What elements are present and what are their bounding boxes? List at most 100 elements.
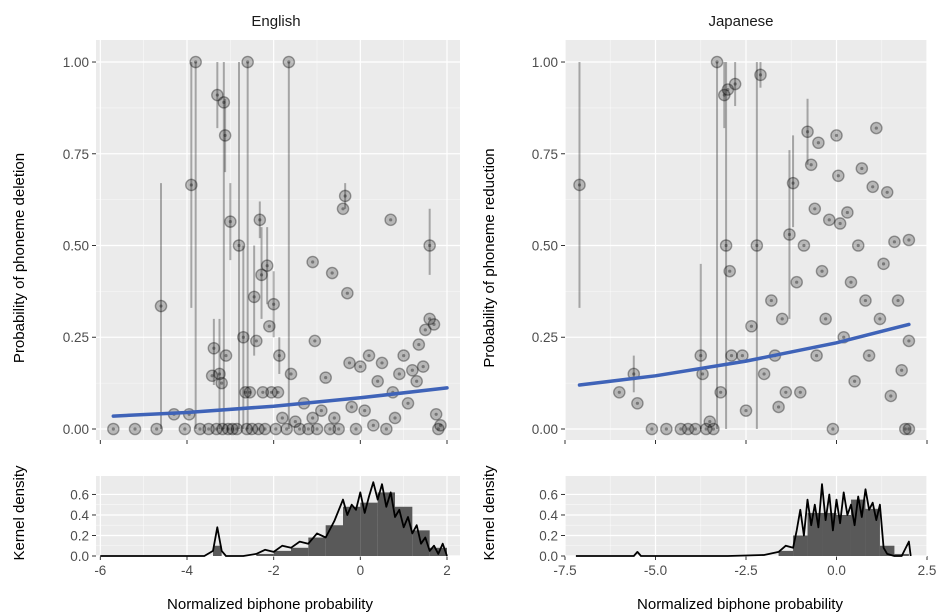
data-point-center [212, 346, 216, 350]
data-point-center [289, 372, 293, 376]
data-point [308, 334, 322, 348]
data-point [240, 422, 254, 436]
data-point-center [220, 381, 224, 385]
data-point [349, 422, 363, 436]
data-point [219, 349, 233, 362]
data-point [848, 374, 861, 388]
data-point [388, 411, 402, 425]
data-point [880, 185, 894, 199]
data-point-center [907, 427, 911, 431]
scatter-plot-english: 0.00 0.25 0.50 0.75 1.00 [63, 40, 460, 444]
data-point [797, 239, 811, 252]
data-point-center [729, 353, 734, 358]
data-point-center [726, 87, 730, 92]
data-point-center [371, 423, 375, 427]
data-point [898, 422, 912, 436]
data-point [631, 397, 644, 410]
histogram-bar [360, 502, 378, 556]
y-tick-label: 1.00 [532, 55, 558, 70]
data-point-center [699, 353, 703, 358]
data-point [189, 55, 202, 69]
data-point [338, 189, 352, 203]
data-point [107, 422, 120, 436]
y-tick-label: 0.50 [63, 239, 89, 254]
x-tick-label: -5.0 [644, 563, 667, 578]
data-point [412, 338, 426, 351]
data-point [902, 334, 916, 348]
data-point-center [809, 163, 813, 167]
data-point [884, 389, 898, 403]
data-point-center [311, 416, 315, 420]
data-point-center [189, 183, 193, 187]
data-point-center [243, 390, 248, 394]
data-point [306, 411, 319, 425]
data-point-center [380, 361, 384, 365]
data-point-center [347, 361, 352, 365]
data-point-center [814, 353, 819, 358]
data-point-center [722, 93, 726, 97]
data-point-center [277, 353, 281, 358]
data-point-center [306, 427, 310, 431]
data-point [341, 286, 354, 300]
data-point [750, 239, 764, 252]
data-point-center [319, 409, 323, 413]
data-point [216, 422, 229, 436]
density-curve [575, 483, 912, 557]
data-point [256, 385, 270, 399]
data-point [902, 233, 916, 247]
data-point [707, 422, 720, 436]
data-point [375, 356, 389, 370]
data-point [694, 349, 708, 362]
data-point [224, 215, 237, 228]
data-point [721, 83, 735, 96]
data-point-center [223, 133, 227, 138]
data-point [401, 397, 415, 410]
data-point [660, 422, 673, 436]
data-point [271, 385, 285, 399]
data-point-center [617, 390, 621, 394]
x-tick-label: 2 [443, 563, 451, 578]
data-point-center [210, 374, 214, 378]
data-point [250, 334, 263, 348]
histogram-bar [291, 547, 309, 556]
data-point [319, 371, 332, 384]
data-point-center [784, 390, 788, 394]
data-point [674, 422, 688, 436]
data-point-center [217, 372, 222, 376]
data-point-center [903, 427, 907, 431]
data-point-center [849, 280, 853, 284]
y-tick-label: 0.0 [70, 549, 89, 564]
y-tick-label: 0.6 [539, 487, 558, 502]
fit-line [577, 322, 911, 387]
data-point-center [358, 365, 362, 369]
data-point [754, 68, 767, 82]
density-plot-japanese: -7.5 -5.0 -2.5 0.0 2.5 0.0 0.2 0.4 0.6 [539, 476, 936, 578]
panel-japanese: Japanese 0.00 0.25 0.50 0.75 1.00 -7.5 -5.0 -2… [481, 13, 936, 613]
data-point [226, 422, 239, 436]
data-point [613, 385, 626, 399]
data-point [258, 422, 272, 436]
data-point [757, 367, 771, 381]
data-point-center [728, 269, 732, 273]
data-point [710, 55, 724, 69]
data-point [423, 312, 436, 326]
data-point [358, 404, 371, 417]
data-point [247, 290, 261, 304]
data-point-center [863, 298, 868, 303]
data-point-center [393, 416, 397, 420]
data-point-center [402, 353, 406, 358]
data-point [725, 349, 738, 362]
data-point-center [740, 353, 744, 358]
data-point-center [252, 295, 256, 299]
data-point [232, 239, 246, 252]
data-point-center [805, 130, 810, 134]
histogram-bar [256, 553, 274, 556]
data-point-center [214, 427, 219, 431]
data-point-center [332, 416, 336, 420]
data-point-center [791, 181, 795, 185]
data-point-center [237, 243, 241, 248]
data-point [723, 264, 737, 278]
data-point-center [708, 420, 712, 424]
data-point-center [700, 372, 705, 376]
